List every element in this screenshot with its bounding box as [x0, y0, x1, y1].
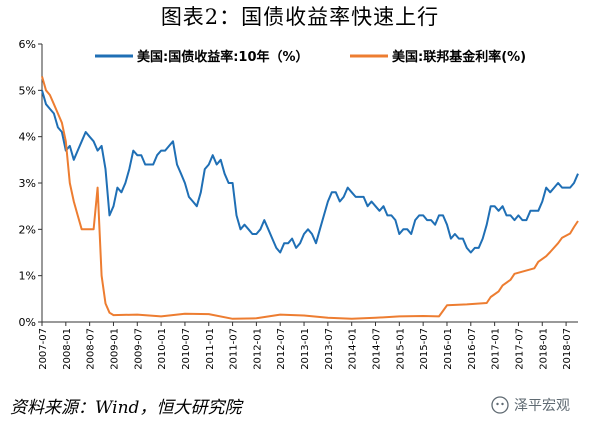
x-tick-label: 2015-07 — [419, 328, 430, 370]
x-tick-label: 2016-07 — [467, 328, 478, 370]
x-tick-label: 2007-07 — [38, 328, 49, 370]
x-tick-label: 2017-01 — [491, 328, 502, 370]
x-tick-label: 2018-01 — [538, 328, 549, 370]
series-line-fed-funds — [41, 76, 579, 320]
line-chart: 0% 1% 2% 3% 4% 5% 6% 2007-07 2008-01 2008-07 2009-… — [19, 38, 579, 370]
y-tick-label: 6% — [19, 38, 36, 51]
y-tick-label: 3% — [19, 177, 36, 190]
x-tick-label: 2009-07 — [133, 328, 144, 370]
x-tick-label: 2012-07 — [276, 328, 287, 370]
y-tick-label: 5% — [19, 84, 36, 97]
y-tick-label: 1% — [19, 270, 36, 283]
x-tick-label: 2014-01 — [348, 328, 359, 370]
x-tick-label: 2013-01 — [300, 328, 311, 370]
x-tick-label: 2015-01 — [395, 328, 406, 370]
x-tick-label: 2008-01 — [62, 328, 73, 370]
legend-label: 美国:联邦基金利率(%) — [392, 49, 526, 65]
x-tick-label: 2010-07 — [181, 328, 192, 370]
x-tick-label: 2012-01 — [252, 328, 263, 370]
x-tick-label: 2016-01 — [443, 328, 454, 370]
x-tick-label: 2013-07 — [324, 328, 335, 370]
y-tick-label: 4% — [19, 131, 36, 144]
legend-label: 美国:国债收益率:10年（%） — [137, 49, 309, 65]
wechat-icon — [491, 396, 509, 414]
x-tick-label: 2017-07 — [514, 328, 525, 370]
series-line-treasury-10y — [41, 90, 579, 254]
x-tick-label: 2008-07 — [86, 328, 97, 370]
x-tick-label: 2014-07 — [372, 328, 383, 370]
y-tick-label: 2% — [19, 223, 36, 236]
watermark: 泽平宏观 — [491, 395, 570, 415]
source-note: 资料来源：Wind，恒大研究院 — [10, 398, 242, 418]
chart-title: 图表2：国债收益率快速上行 — [160, 5, 440, 29]
y-tick-label: 0% — [19, 316, 36, 329]
x-tick-label: 2010-01 — [157, 328, 168, 370]
x-tick-label: 2011-07 — [229, 328, 240, 370]
x-tick-label: 2011-01 — [205, 328, 216, 370]
x-tick-label: 2009-01 — [109, 328, 120, 370]
watermark-text: 泽平宏观 — [514, 398, 570, 414]
x-tick-label: 2018-07 — [562, 328, 573, 370]
